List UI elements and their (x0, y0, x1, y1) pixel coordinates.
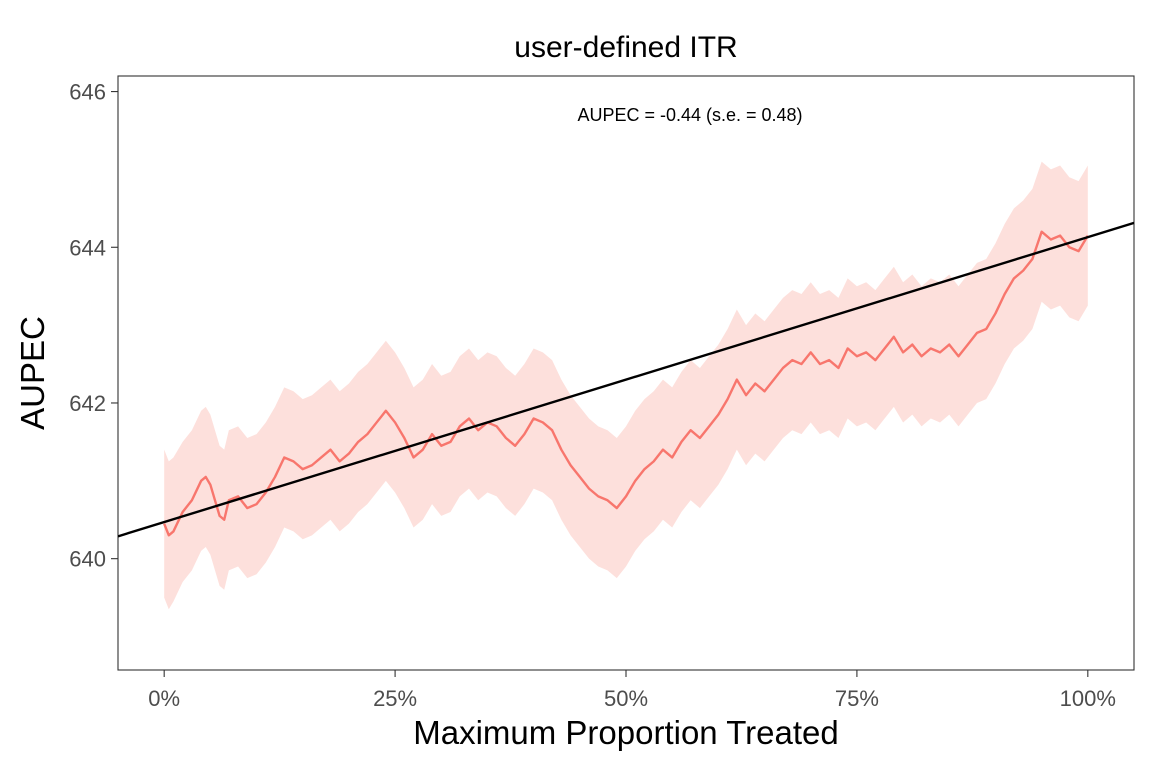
x-axis: 0% 25% 50% 75% 100% (148, 670, 1116, 711)
chart-title: user-defined ITR (514, 31, 737, 64)
y-tick-label: 644 (69, 235, 106, 260)
y-axis-title: AUPEC (14, 316, 51, 430)
x-tick-label: 25% (373, 686, 417, 711)
aupec-annotation: AUPEC = -0.44 (s.e. = 0.48) (577, 105, 802, 125)
x-axis-title: Maximum Proportion Treated (413, 714, 839, 751)
x-tick-label: 75% (835, 686, 879, 711)
aupec-curve (163, 230, 1089, 537)
x-tick-label: 0% (148, 686, 180, 711)
y-tick-label: 640 (69, 547, 106, 572)
x-tick-label: 100% (1060, 686, 1116, 711)
y-tick-label: 646 (69, 80, 106, 105)
confidence-band (164, 161, 1088, 610)
y-axis: 640 642 644 646 (69, 80, 118, 572)
reference-line (118, 221, 1134, 538)
y-tick-label: 642 (69, 391, 106, 416)
plot-area (118, 161, 1134, 610)
x-tick-label: 50% (604, 686, 648, 711)
